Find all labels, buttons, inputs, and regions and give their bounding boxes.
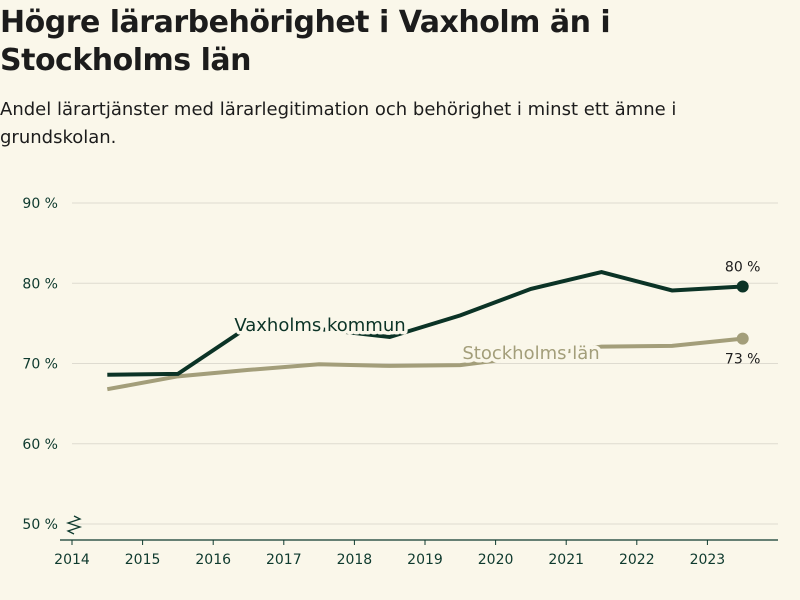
vaxholm-end-point <box>736 280 749 293</box>
y-tick-label: 70 % <box>22 357 58 373</box>
x-tick-label: 2014 <box>54 552 90 568</box>
gridlines <box>72 202 778 525</box>
x-tick-label: 2020 <box>478 552 514 568</box>
x-tick-label: 2022 <box>619 552 655 568</box>
x-tick-label: 2017 <box>266 552 302 568</box>
stockholm-series-label: Stockholms län <box>462 343 599 364</box>
chart-subtitle: Andel lärartjänster med lärarlegitimatio… <box>0 99 677 148</box>
x-tick-label: 2016 <box>195 552 231 568</box>
y-tick-label: 90 % <box>22 196 58 212</box>
stockholm-end-point <box>736 332 749 345</box>
x-axis: 2014 2015 2016 2017 2018 2019 2020 2021 2022 2023 <box>54 539 778 568</box>
y-axis-ticks: 50 % 60 % 70 % 80 % 90 % <box>22 196 83 535</box>
vaxholm-series-label: Vaxholms kommun <box>234 315 405 336</box>
x-tick-label: 2018 <box>337 552 373 568</box>
y-tick-label: 80 % <box>22 276 58 292</box>
y-tick-label: 60 % <box>22 437 58 453</box>
vaxholm-line <box>107 269 743 377</box>
x-tick-label: 2021 <box>548 552 584 568</box>
stockholm-line <box>106 336 743 392</box>
chart-title: Högre lärarbehörighet i Vaxholm än i Sto… <box>0 5 611 78</box>
x-tick-label: 2015 <box>125 552 161 568</box>
y-tick-label: 50 % <box>22 517 58 533</box>
stockholm-end-label: 73 % <box>725 352 761 368</box>
x-tick-label: 2023 <box>690 552 726 568</box>
series-labels: Vaxholms kommun Stockholms län 80 % 73 % <box>231 259 761 368</box>
axis-break-icon <box>65 515 83 535</box>
vaxholm-end-label: 80 % <box>725 259 761 275</box>
series-lines <box>106 269 749 392</box>
x-tick-label: 2019 <box>407 552 443 568</box>
